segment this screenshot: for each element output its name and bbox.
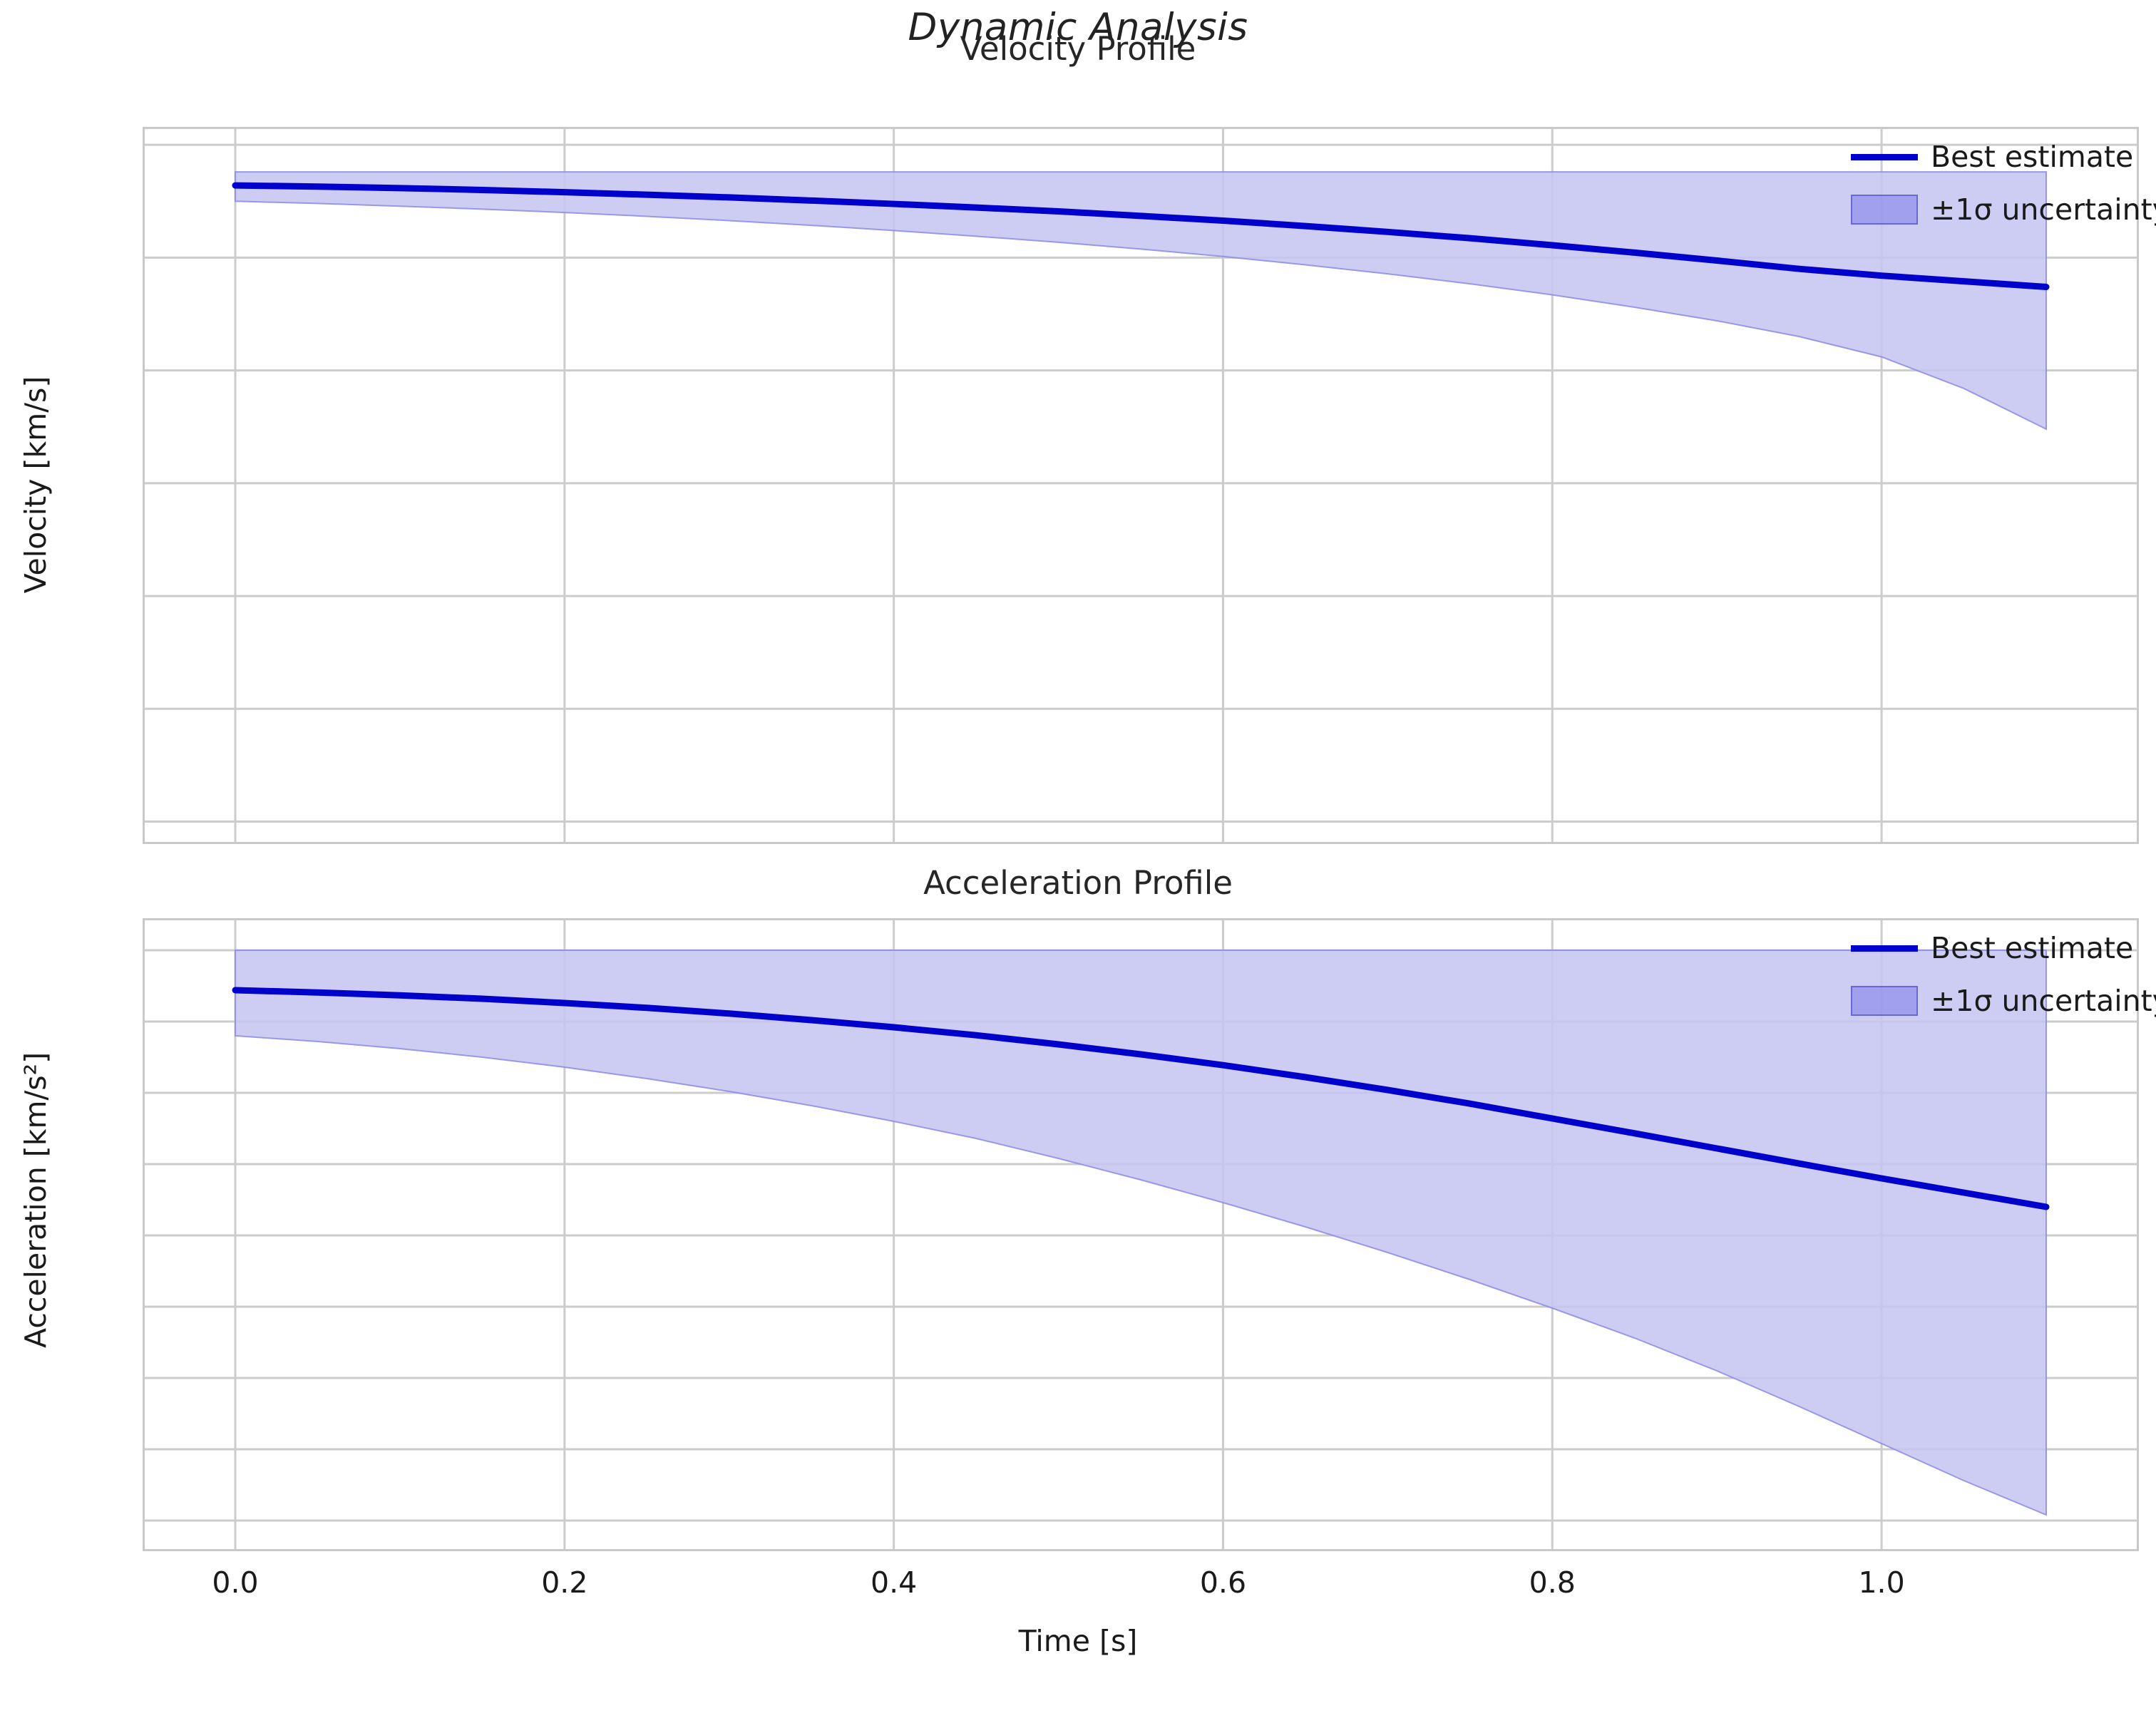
legend-label-best-estimate: Best estimate bbox=[1931, 931, 2134, 965]
legend-patch-swatch bbox=[1851, 986, 1918, 1016]
acceleration-axis-label: Acceleration [km/s²] bbox=[19, 1051, 53, 1348]
x-axis-label: Time [s] bbox=[1018, 1624, 1138, 1658]
legend-entry-best-estimate: Best estimate bbox=[1851, 931, 2156, 965]
legend-entry-best-estimate: Best estimate bbox=[1851, 140, 2156, 174]
acceleration-axes bbox=[143, 918, 2139, 1551]
legend-entry-uncertainty: ±1σ uncertainty bbox=[1851, 984, 2156, 1018]
x-tick-label: 0.4 bbox=[871, 1565, 918, 1600]
acceleration-subplot-title: Acceleration Profile bbox=[923, 864, 1233, 902]
x-tick-label: 0.8 bbox=[1529, 1565, 1576, 1600]
acceleration-legend: Best estimate ±1σ uncertainty bbox=[1851, 931, 2156, 1018]
legend-line-swatch bbox=[1851, 153, 1918, 160]
velocity-subplot-title: Velocity Profile bbox=[960, 30, 1196, 68]
acceleration-ytick-labels: 0.0−2.5−5.0−7.5−10.0−12.5−15.0−17.5−20.0 bbox=[0, 0, 120, 1728]
x-tick-labels: 0.0 0.2 0.4 0.6 0.8 1.0 bbox=[0, 1565, 2156, 1615]
x-tick-label: 0.2 bbox=[541, 1565, 588, 1600]
legend-patch-swatch bbox=[1851, 195, 1918, 225]
acceleration-plot-svg bbox=[145, 920, 2137, 1549]
legend-label-uncertainty: ±1σ uncertainty bbox=[1931, 984, 2156, 1018]
velocity-axes bbox=[143, 127, 2139, 844]
x-tick-label: 0.0 bbox=[212, 1565, 259, 1600]
velocity-plot-svg bbox=[145, 129, 2137, 842]
legend-line-swatch bbox=[1851, 945, 1918, 952]
velocity-legend: Best estimate ±1σ uncertainty bbox=[1851, 140, 2156, 227]
legend-label-best-estimate: Best estimate bbox=[1931, 140, 2134, 174]
legend-label-uncertainty: ±1σ uncertainty bbox=[1931, 192, 2156, 227]
figure-suptitle: Dynamic Analysis bbox=[908, 6, 1248, 49]
x-tick-label: 1.0 bbox=[1858, 1565, 1905, 1600]
x-tick-label: 0.6 bbox=[1199, 1565, 1247, 1600]
legend-entry-uncertainty: ±1σ uncertainty bbox=[1851, 192, 2156, 227]
